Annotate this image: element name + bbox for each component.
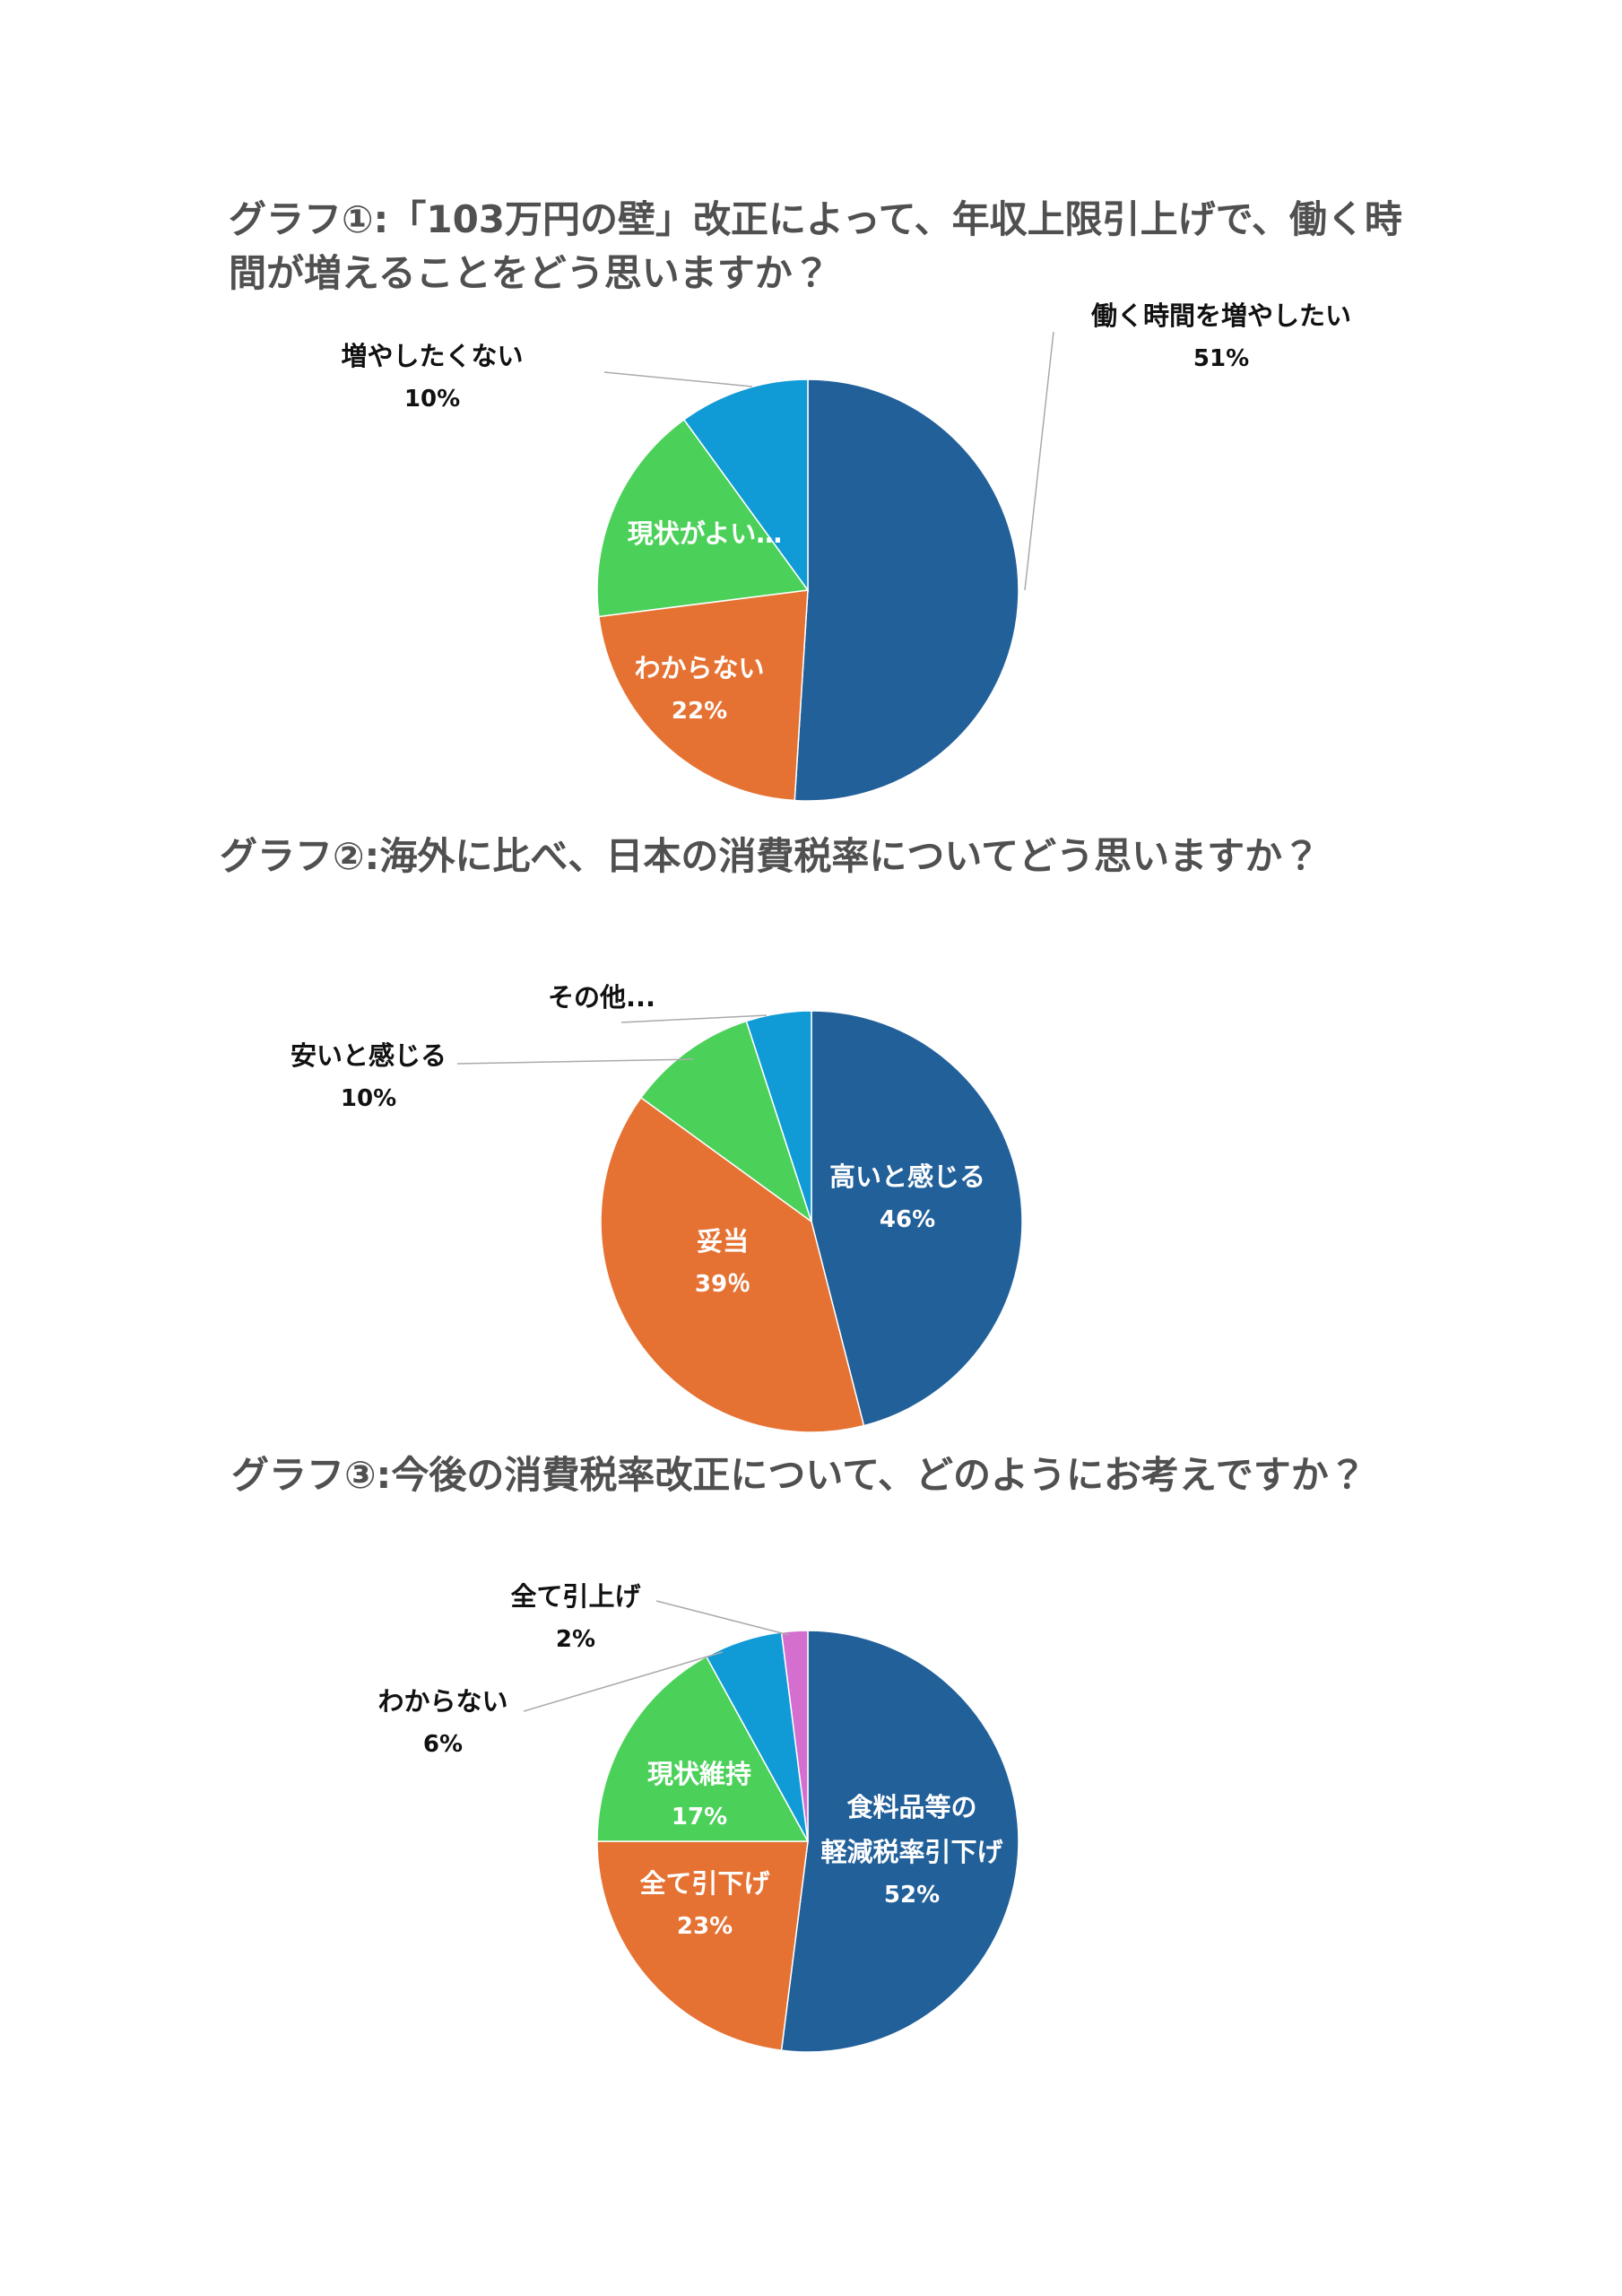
data-label: 食料品等の 軽減税率引下げ 52% [820, 1785, 1002, 1916]
category-label: わからない [377, 1686, 508, 1717]
pie-slice [639, 1020, 813, 1223]
leader-line [603, 371, 753, 387]
category-label: 安いと感じる [290, 1040, 447, 1071]
chart-title: グラフ②:海外に比べ、日本の消費税率についてどう思いますか？ [220, 834, 1321, 878]
leader-line [620, 1014, 768, 1023]
data-label: 増やしたくない 10% [341, 334, 523, 420]
pie-slice [811, 1010, 1023, 1427]
data-label: 安いと感じる 10% [291, 1033, 447, 1119]
category-label: 食料品等の 軽減税率引下げ [820, 1792, 1003, 1867]
value-label: 52% [883, 1882, 941, 1909]
category-label: その他... [547, 982, 656, 1013]
pie-slice [682, 378, 809, 593]
data-label: 全て引上げ 2% [510, 1574, 640, 1660]
data-label: 働く時間を増やしたい 51% [1091, 293, 1351, 379]
value-label: 6% [422, 1731, 464, 1758]
pie-slice [745, 1010, 812, 1222]
category-label: わからない [634, 653, 765, 683]
value-label: 2% [555, 1626, 596, 1653]
category-label: 現状がよい… [627, 518, 783, 549]
data-label: わからない 6% [377, 1679, 507, 1765]
data-label: 現状維持 17% [647, 1752, 751, 1838]
value-label: 46% [879, 1206, 936, 1233]
pie-slice [780, 1630, 1019, 2053]
pie-slice [596, 418, 810, 618]
category-label: 現状維持 [646, 1759, 752, 1789]
category-label: 全て引下げ [639, 1868, 770, 1899]
pie-slice [598, 589, 809, 802]
value-label: 10% [403, 386, 461, 413]
category-label: 増やしたくない [341, 341, 524, 371]
data-label: わからない 22% [634, 646, 764, 732]
pie-slice [596, 1840, 809, 2051]
value-label: 39％ [694, 1271, 751, 1298]
value-label: 23% [676, 1913, 733, 1940]
value-label: 51% [1193, 345, 1250, 372]
value-label: 22% [671, 698, 728, 725]
pie-slice [596, 1656, 810, 1842]
category-label: 妥当 [696, 1226, 749, 1257]
leader-line [456, 1058, 694, 1065]
category-label: 全て引上げ [510, 1581, 641, 1612]
pie-slice [780, 1630, 809, 1842]
category-label: 働く時間を増やしたい [1090, 300, 1352, 331]
value-label: 10% [340, 1085, 397, 1112]
leader-line [655, 1600, 790, 1636]
category-label: 高いと感じる [828, 1161, 986, 1192]
pie-slice [600, 1096, 865, 1433]
data-label: その他... [548, 975, 655, 1020]
data-label: 全て引下げ 23% [639, 1861, 769, 1947]
data-label: 現状がよい… [628, 511, 783, 556]
chart-title: グラフ③:今後の消費税率改正について、どのようにお考えですか？ [231, 1453, 1366, 1497]
data-label: 妥当 39％ [695, 1219, 750, 1305]
leader-line [1024, 331, 1054, 591]
leader-line [523, 1651, 724, 1712]
value-label: 17% [671, 1804, 728, 1831]
chart-title: グラフ①:「103万円の壁」改正によって、年収上限引上げで、働く時間が増えること… [229, 197, 1402, 295]
data-label: 高いと感じる 46% [829, 1154, 985, 1240]
pie-slice [794, 378, 1019, 802]
